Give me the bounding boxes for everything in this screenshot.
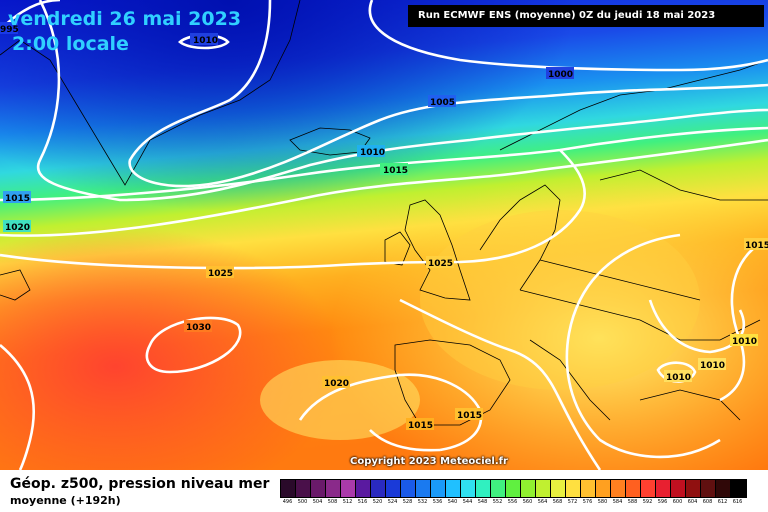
isobar-label: 1005 — [430, 98, 455, 108]
legend-footer: Géop. z500, pression niveau mer moyenne … — [0, 470, 768, 512]
isobar-label: 1015 — [5, 194, 30, 204]
forecast-time: 2:00 locale — [12, 33, 129, 55]
scale-swatch — [521, 480, 536, 497]
scale-swatch — [371, 480, 386, 497]
scale-swatch — [431, 480, 446, 497]
scale-swatch — [566, 480, 581, 497]
isobar-label: 1015 — [745, 241, 768, 251]
scale-swatch — [611, 480, 626, 497]
scale-swatch — [626, 480, 641, 497]
scale-label: 532 — [417, 499, 428, 505]
scale-label: 500 — [297, 499, 308, 505]
scale-swatch — [731, 480, 746, 497]
map-title: Géop. z500, pression niveau mer — [10, 476, 270, 492]
scale-label: 564 — [537, 499, 548, 505]
scale-label: 604 — [687, 499, 698, 505]
scale-label: 508 — [327, 499, 338, 505]
scale-swatch — [686, 480, 701, 497]
scale-label: 528 — [402, 499, 413, 505]
isobar-label: 1020 — [5, 223, 30, 233]
isobar-label: 1020 — [324, 379, 349, 389]
color-scale-labels: 496 500 504 508 512 516 520 524 528 532 536 540 544 5… — [280, 499, 745, 505]
scale-swatch — [401, 480, 416, 497]
scale-swatch — [416, 480, 431, 497]
scale-swatch — [581, 480, 596, 497]
isobar-label: 1010 — [732, 337, 757, 347]
scale-swatch — [281, 480, 296, 497]
run-info: Run ECMWF ENS (moyenne) 0Z du jeudi 18 m… — [408, 5, 764, 27]
color-scale — [280, 479, 747, 498]
forecast-date: vendredi 26 mai 2023 — [8, 8, 242, 30]
isobar-label: 1000 — [548, 70, 573, 80]
scale-label: 612 — [717, 499, 728, 505]
scale-label: 520 — [372, 499, 383, 505]
scale-label: 560 — [522, 499, 533, 505]
scale-label: 616 — [732, 499, 743, 505]
coastlines — [0, 0, 768, 426]
scale-swatch — [716, 480, 731, 497]
scale-label: 552 — [492, 499, 503, 505]
scale-label: 496 — [282, 499, 293, 505]
scale-label: 512 — [342, 499, 353, 505]
scale-label: 544 — [462, 499, 473, 505]
copyright: Copyright 2023 Meteociel.fr — [350, 456, 508, 467]
scale-swatch — [641, 480, 656, 497]
scale-swatch — [386, 480, 401, 497]
scale-label: 556 — [507, 499, 518, 505]
scale-swatch — [506, 480, 521, 497]
scale-swatch — [551, 480, 566, 497]
scale-label: 504 — [312, 499, 323, 505]
scale-label: 588 — [627, 499, 638, 505]
isobar-labels: 1010 1000 1005 1010 1015 1015 1020 1025 … — [0, 22, 768, 431]
isobar-label: 1010 — [360, 148, 385, 158]
isobar-label: 1015 — [383, 166, 408, 176]
isobars — [0, 0, 768, 470]
scale-label: 576 — [582, 499, 593, 505]
isobar-label: 1010 — [700, 361, 725, 371]
scale-swatch — [341, 480, 356, 497]
isobar-label: 1025 — [428, 259, 453, 269]
scale-swatch — [311, 480, 326, 497]
scale-label: 568 — [552, 499, 563, 505]
isobar-label: 1025 — [208, 269, 233, 279]
scale-swatch — [461, 480, 476, 497]
scale-swatch — [491, 480, 506, 497]
isobar-label: 1015 — [457, 411, 482, 421]
isobar-label: 1030 — [186, 323, 211, 333]
map-subtitle: moyenne (+192h) — [10, 494, 121, 507]
isobar-label: 1015 — [408, 421, 433, 431]
scale-label: 572 — [567, 499, 578, 505]
scale-label: 524 — [387, 499, 398, 505]
scale-label: 584 — [612, 499, 623, 505]
scale-label: 516 — [357, 499, 368, 505]
isobar-label: 1010 — [193, 36, 218, 46]
scale-swatch — [701, 480, 716, 497]
scale-label: 600 — [672, 499, 683, 505]
scale-label: 540 — [447, 499, 458, 505]
scale-label: 608 — [702, 499, 713, 505]
scale-swatch — [446, 480, 461, 497]
scale-swatch — [656, 480, 671, 497]
scale-label: 548 — [477, 499, 488, 505]
isobar-label: 995 — [0, 25, 19, 35]
scale-swatch — [476, 480, 491, 497]
scale-swatch — [296, 480, 311, 497]
isobar-label: 1010 — [666, 373, 691, 383]
scale-swatch — [596, 480, 611, 497]
scale-label: 536 — [432, 499, 443, 505]
scale-label: 596 — [657, 499, 668, 505]
weather-map: 1010 1000 1005 1010 1015 1015 1020 1025 … — [0, 0, 768, 470]
scale-swatch — [356, 480, 371, 497]
scale-swatch — [671, 480, 686, 497]
scale-swatch — [326, 480, 341, 497]
scale-swatch — [536, 480, 551, 497]
scale-label: 592 — [642, 499, 653, 505]
scale-label: 580 — [597, 499, 608, 505]
